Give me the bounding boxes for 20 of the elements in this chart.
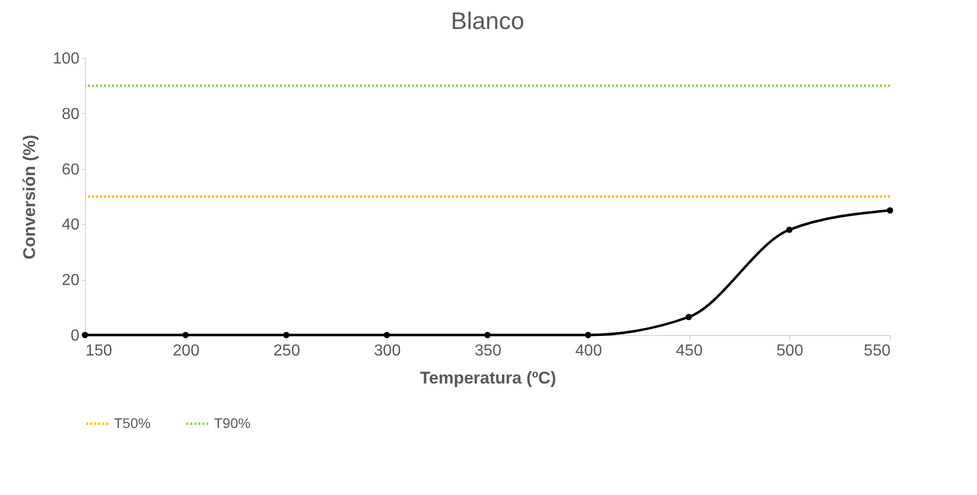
legend-label: T50%	[114, 414, 151, 431]
y-tick-label: 80	[62, 106, 80, 123]
y-tick-label: 100	[52, 50, 80, 68]
x-tick-label: 450	[676, 342, 703, 360]
x-tick-label: 400	[575, 342, 602, 360]
y-tick-label: 20	[62, 272, 80, 290]
x-tick-label: 200	[172, 342, 200, 360]
y-axis-title: Conversión (%)	[20, 134, 39, 260]
y-tick-label: 0	[70, 328, 80, 344]
x-tick-label: 250	[273, 342, 300, 360]
legend-label: T90%	[214, 414, 251, 431]
x-tick-label: 300	[374, 342, 401, 360]
x-tick-label: 550	[864, 342, 891, 360]
x-tick-label: 350	[474, 342, 502, 360]
chart-title: Blanco	[450, 8, 524, 35]
y-tick-label: 60	[62, 161, 80, 178]
x-tick-label: 150	[86, 342, 112, 360]
x-tick-label: 500	[776, 342, 804, 360]
y-tick-label: 40	[62, 216, 80, 234]
x-axis-title: Temperatura (ºC)	[420, 368, 556, 388]
